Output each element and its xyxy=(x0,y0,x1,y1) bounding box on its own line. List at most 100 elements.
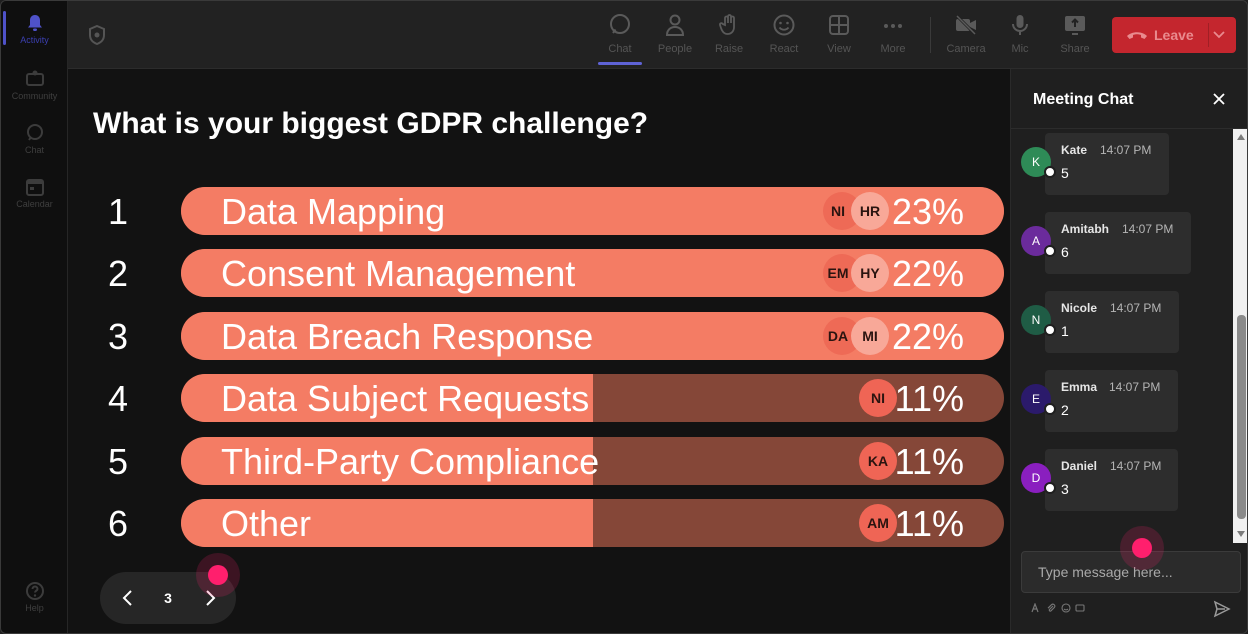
presence-dot xyxy=(1044,482,1056,494)
active-tab-indicator xyxy=(598,62,642,65)
chat-icon xyxy=(27,124,43,141)
people-icon xyxy=(665,14,685,36)
chat-message: Amitabh 14:07 PM 6 A xyxy=(1011,212,1233,276)
poll-question: What is your biggest GDPR challenge? xyxy=(93,107,649,140)
voter-avatar: HY xyxy=(851,254,889,293)
chat-title: Meeting Chat xyxy=(1033,91,1134,108)
toolbar-mic-button[interactable]: Mic xyxy=(996,11,1044,61)
option-rank: 2 xyxy=(108,253,129,295)
rail-item-help[interactable]: Help xyxy=(1,577,68,629)
scrollbar-thumb[interactable] xyxy=(1237,315,1246,519)
rail-item-community[interactable]: Community xyxy=(1,65,68,117)
option-rank: 1 xyxy=(108,191,129,232)
toolbar-people-button[interactable]: People xyxy=(651,11,699,61)
format-icon[interactable] xyxy=(1031,603,1041,613)
voter-avatar: AM xyxy=(859,504,897,542)
chevron-right-icon[interactable] xyxy=(200,588,220,608)
more-icon xyxy=(884,24,902,28)
voter-avatar: KA xyxy=(859,441,897,480)
message-bubble: Amitabh 14:07 PM 6 xyxy=(1045,212,1191,274)
option-rank: 5 xyxy=(108,440,129,482)
option-rank: 6 xyxy=(108,503,129,544)
chevron-down-icon[interactable] xyxy=(1212,29,1226,41)
toolbar-view-button[interactable]: View xyxy=(815,11,863,61)
option-bar: Other AM 11% xyxy=(181,499,1004,547)
chat-scrollbar[interactable] xyxy=(1233,129,1247,543)
pointer-indicator xyxy=(208,565,228,585)
voter-avatar: MI xyxy=(851,316,889,355)
toolbar-react-button[interactable]: React xyxy=(760,11,808,61)
shield-icon[interactable] xyxy=(88,25,106,45)
rail-item-activity[interactable]: Activity xyxy=(1,9,68,61)
poll-option-row: 6 Other AM 11% xyxy=(68,499,1010,547)
toolbar-button-label: More xyxy=(880,43,906,55)
option-label: Other xyxy=(221,503,312,544)
toolbar-raise-button[interactable]: Raise xyxy=(705,11,753,61)
option-bar: Consent Management EM HY 22% xyxy=(181,249,1004,298)
attach-icon[interactable] xyxy=(1046,603,1056,613)
message-bubble: Emma 14:07 PM 2 xyxy=(1045,370,1178,432)
scroll-down-arrow[interactable] xyxy=(1237,531,1245,537)
leave-label: Leave xyxy=(1154,27,1194,43)
message-timestamp: 14:07 PM xyxy=(1109,380,1161,394)
poll-option-row: 5 Third-Party Compliance KA 11% xyxy=(68,436,1010,485)
presence-dot xyxy=(1044,324,1056,336)
message-timestamp: 14:07 PM xyxy=(1122,222,1174,236)
option-bar: Data Subject Requests NI 11% xyxy=(181,374,1004,423)
send-icon[interactable] xyxy=(1213,600,1231,618)
option-rank: 4 xyxy=(108,378,129,420)
toolbar-button-label: People xyxy=(657,43,693,55)
toolbar-button-label: Camera xyxy=(946,43,986,55)
rail-item-label: Community xyxy=(11,91,58,101)
leave-divider xyxy=(1208,23,1209,47)
toolbar-button-label: Chat xyxy=(608,43,632,55)
toolbar-camera-button[interactable]: Camera xyxy=(942,11,990,61)
toolbar-divider xyxy=(930,17,931,53)
close-icon[interactable] xyxy=(1211,91,1227,107)
emoji-icon[interactable] xyxy=(1061,603,1071,613)
option-label: Data Mapping xyxy=(221,191,446,232)
option-label: Data Breach Response xyxy=(221,315,594,357)
option-bar: Data Mapping NI HR 23% xyxy=(181,187,1004,235)
chat-message: Emma 14:07 PM 2 E xyxy=(1011,370,1233,434)
leave-button[interactable]: Leave xyxy=(1112,17,1236,53)
option-percent: 11% xyxy=(894,440,964,482)
toolbar-share-button[interactable]: Share xyxy=(1051,11,1099,61)
message-sender: Emma xyxy=(1061,380,1098,394)
help-icon xyxy=(26,582,44,600)
option-bar-fill xyxy=(181,436,593,485)
chevron-left-icon[interactable] xyxy=(118,588,138,608)
toolbar-button-label: Mic xyxy=(1011,43,1029,55)
grid-icon xyxy=(829,15,849,35)
message-sender: Nicole xyxy=(1061,301,1098,315)
message-text: 6 xyxy=(1061,244,1069,260)
toolbar-button-label: Raise xyxy=(714,43,744,55)
message-bubble: Daniel 14:07 PM 3 xyxy=(1045,449,1178,511)
rail-item-calendar[interactable]: Calendar xyxy=(1,173,68,225)
option-label: Third-Party Compliance xyxy=(221,440,600,482)
rail-item-label: Calendar xyxy=(16,199,53,209)
gif-icon[interactable] xyxy=(1075,603,1085,613)
message-bubble: Nicole 14:07 PM 1 xyxy=(1045,291,1179,353)
rail-item-label: Help xyxy=(25,603,44,613)
app-rail: Activity Community Chat Calendar Help xyxy=(1,1,68,633)
community-icon xyxy=(26,70,44,86)
pointer-indicator xyxy=(1132,538,1152,558)
option-rank: 3 xyxy=(108,315,129,357)
raise-hand-icon xyxy=(719,14,735,35)
rail-item-label: Chat xyxy=(24,145,44,155)
voter-avatar: NI xyxy=(859,379,897,418)
poll-option-row: 3 Data Breach Response DA MI 22% xyxy=(68,311,1010,360)
toolbar-more-button[interactable]: More xyxy=(869,11,917,61)
hang-up-icon xyxy=(1127,32,1147,39)
chat-message-input[interactable] xyxy=(1021,551,1241,593)
toolbar-chat-button[interactable]: Chat xyxy=(596,11,644,61)
smiley-icon xyxy=(773,14,795,36)
share-icon xyxy=(1065,16,1085,35)
rail-item-chat[interactable]: Chat xyxy=(1,119,68,171)
option-percent: 11% xyxy=(894,503,964,544)
option-percent: 22% xyxy=(891,253,964,295)
scroll-up-arrow[interactable] xyxy=(1237,134,1245,140)
message-bubble: Kate 14:07 PM 5 xyxy=(1045,133,1169,195)
message-sender: Daniel xyxy=(1061,459,1098,473)
